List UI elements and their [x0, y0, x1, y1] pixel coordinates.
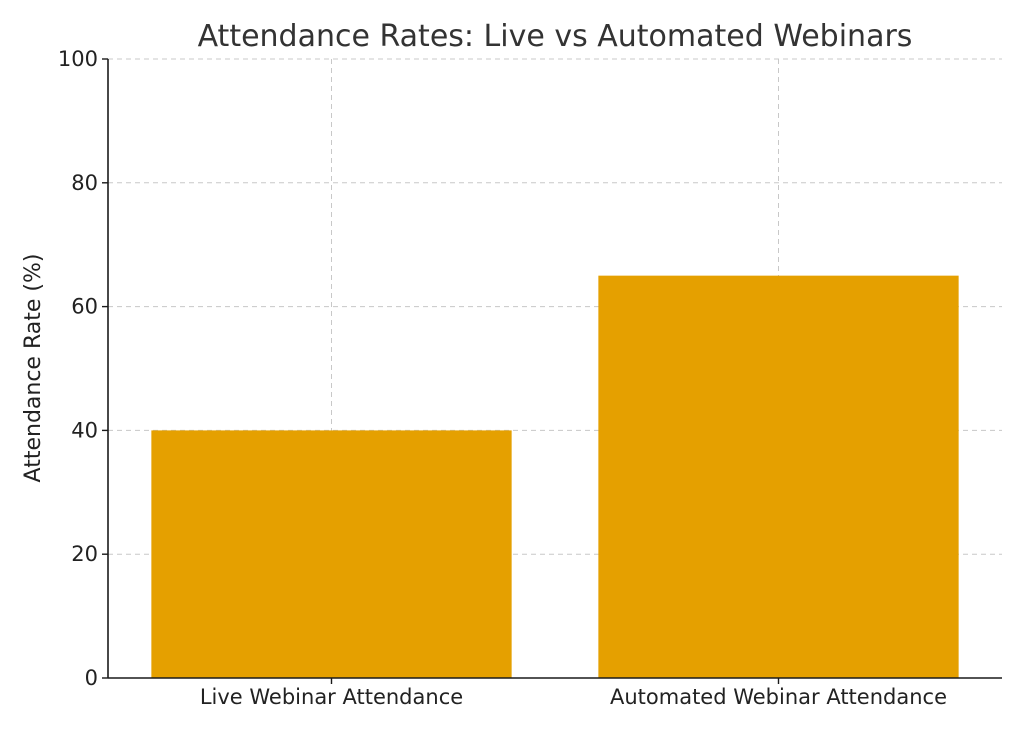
y-tick-label: 80	[71, 171, 98, 195]
x-tick-label: Automated Webinar Attendance	[610, 685, 947, 709]
y-tick-label: 0	[85, 666, 98, 690]
chart-title: Attendance Rates: Live vs Automated Webi…	[198, 19, 913, 54]
y-ticks: 0 20 40 60 80 100	[58, 47, 108, 690]
y-tick-label: 40	[71, 418, 98, 442]
y-tick-label: 60	[71, 295, 98, 319]
y-axis-label: Attendance Rate (%)	[21, 254, 46, 483]
axes	[107, 59, 1002, 679]
y-tick-label: 100	[58, 47, 98, 71]
bar	[598, 275, 959, 678]
x-tick-label: Live Webinar Attendance	[200, 685, 463, 709]
bar	[151, 430, 512, 678]
y-tick-label: 20	[71, 542, 98, 566]
x-ticks: Live Webinar Attendance Automated Webinar…	[200, 678, 947, 709]
bars	[151, 275, 959, 678]
